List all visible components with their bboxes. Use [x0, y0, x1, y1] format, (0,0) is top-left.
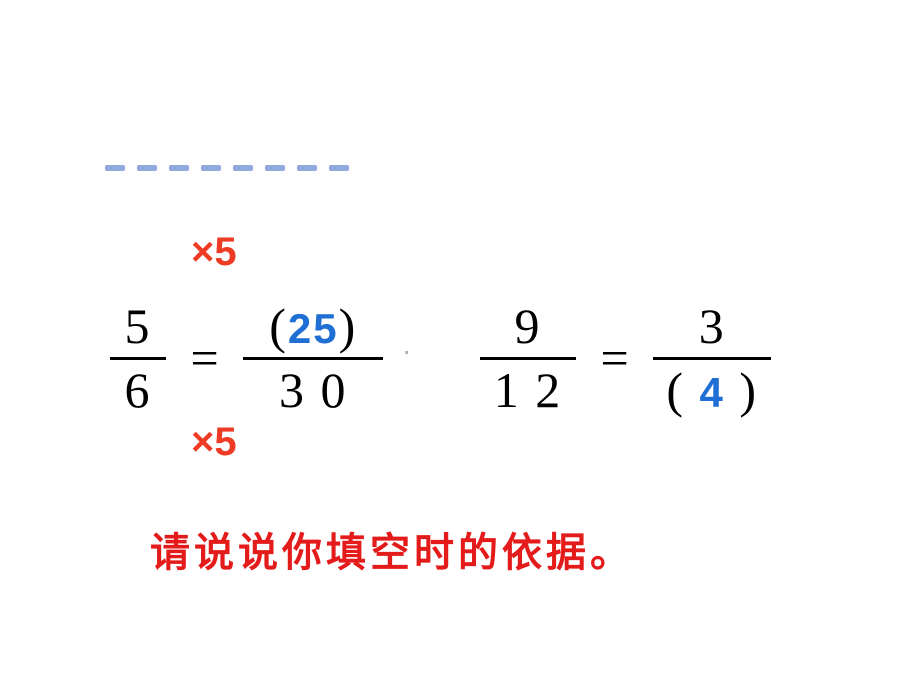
eq2-lhs-numerator: 9 [480, 300, 576, 353]
eq2-lhs-fraction: 9 1 2 [480, 300, 576, 416]
eq2-lhs-denominator: 1 2 [480, 364, 576, 417]
slide-stage: ×5 ×5 · 5 6 = (25) 3 0 9 1 2 = 3 [0, 0, 920, 690]
fraction-bar [243, 357, 383, 360]
equals-sign: = [179, 329, 231, 387]
close-paren: ) [739, 362, 758, 418]
instruction-text: 请说说你填空时的依据。 [150, 520, 634, 578]
dashed-underline [105, 165, 349, 171]
open-paren: ( [269, 298, 288, 354]
equation-1: 5 6 = (25) 3 0 [110, 300, 383, 416]
eq1-rhs-fraction: (25) 3 0 [243, 300, 383, 416]
open-paren: ( [666, 362, 685, 418]
dash-segment [233, 165, 253, 171]
eq2-rhs-numerator: 3 [653, 300, 771, 353]
eq1-answer-value: 25 [288, 305, 339, 352]
dash-segment [105, 165, 125, 171]
eq1-rhs-denominator: 3 0 [243, 364, 383, 417]
eq1-lhs-denominator: 6 [110, 364, 166, 417]
equals-sign: = [589, 329, 641, 387]
eq2-rhs-denominator: ( 4 ) [653, 364, 771, 417]
dash-segment [137, 165, 157, 171]
eq2-answer-value: 4 [700, 369, 725, 416]
equation-2: 9 1 2 = 3 ( 4 ) [480, 300, 771, 416]
fraction-bar [653, 357, 771, 360]
multiply-bottom-annotation: ×5 [191, 420, 237, 465]
fraction-bar [480, 357, 576, 360]
dash-segment [201, 165, 221, 171]
dash-segment [265, 165, 285, 171]
multiply-top-annotation: ×5 [191, 230, 237, 275]
close-paren: ) [339, 298, 358, 354]
dash-segment [329, 165, 349, 171]
fraction-bar [110, 357, 166, 360]
center-dot: · [402, 335, 411, 367]
eq1-lhs-fraction: 5 6 [110, 300, 166, 416]
dash-segment [169, 165, 189, 171]
eq1-rhs-numerator: (25) [243, 300, 383, 353]
dash-segment [297, 165, 317, 171]
eq2-rhs-fraction: 3 ( 4 ) [653, 300, 771, 416]
eq1-lhs-numerator: 5 [110, 300, 166, 353]
